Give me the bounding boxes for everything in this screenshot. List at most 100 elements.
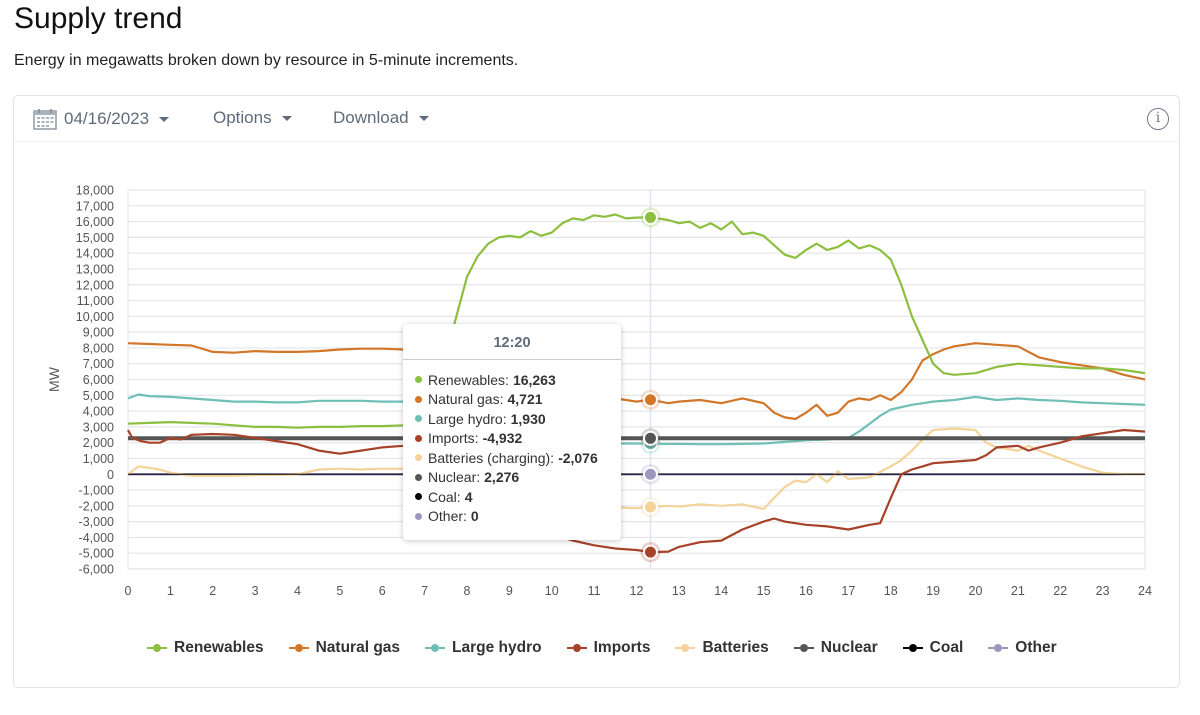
date-label: 04/16/2023 <box>64 109 150 128</box>
chart-legend: Renewables Natural gas Large hydro Imports B… <box>147 639 1082 657</box>
tooltip-value: 2,276 <box>484 469 520 485</box>
tooltip-value: 1,930 <box>510 410 546 427</box>
legend-item-natural-gas[interactable]: Natural gas <box>288 639 401 657</box>
legend-label: Natural gas <box>315 639 401 656</box>
hover-marker-natural-gas <box>642 392 658 408</box>
tooltip-label: Nuclear: <box>428 469 481 485</box>
x-tick-label: 22 <box>1053 584 1067 598</box>
legend-label: Nuclear <box>820 639 878 656</box>
calendar-icon <box>33 109 57 130</box>
tooltip-value: 16,263 <box>512 371 556 388</box>
x-tick-label: 19 <box>926 584 940 598</box>
legend-swatch-icon <box>988 643 1009 653</box>
x-tick-label: 9 <box>506 584 513 598</box>
y-tick-label: 10,000 <box>76 310 114 324</box>
x-tick-label: 16 <box>799 584 813 598</box>
tooltip-label: Batteries (charging): <box>428 449 555 466</box>
y-tick-label: 6,000 <box>83 373 114 387</box>
tooltip-label: Coal: <box>428 488 461 505</box>
y-tick-label: -3,000 <box>79 515 114 529</box>
x-tick-label: 14 <box>714 584 728 598</box>
tooltip-value: 4,721 <box>507 391 543 407</box>
y-tick-label: 17,000 <box>76 199 114 213</box>
tooltip-time: 12:20 <box>403 324 621 360</box>
y-tick-label: -1,000 <box>79 484 114 498</box>
x-tick-label: 24 <box>1138 584 1152 598</box>
page-title: Supply trend <box>14 2 183 35</box>
hover-marker-other <box>642 466 658 482</box>
y-tick-label: 15,000 <box>76 231 114 245</box>
bullet-icon <box>415 395 422 403</box>
legend-item-large-hydro[interactable]: Large hydro <box>425 639 542 657</box>
y-tick-label: 0 <box>107 468 114 482</box>
y-tick-label: 5,000 <box>83 389 114 403</box>
legend-swatch-icon <box>147 643 167 653</box>
options-label: Options <box>213 108 272 127</box>
hover-marker-batteries <box>642 499 658 515</box>
legend-label: Coal <box>929 639 964 656</box>
legend-swatch-icon <box>566 643 587 653</box>
info-icon[interactable]: i <box>1147 108 1169 130</box>
series-line-natural-gas <box>127 342 1146 421</box>
card-toolbar: 04/16/2023 Options Download i <box>14 96 1179 142</box>
x-tick-label: 6 <box>379 584 386 598</box>
legend-swatch-icon <box>675 643 696 653</box>
x-tick-label: 12 <box>630 584 644 598</box>
legend-item-batteries[interactable]: Batteries <box>675 639 769 657</box>
legend-item-imports[interactable]: Imports <box>566 639 651 657</box>
legend-label: Imports <box>593 639 651 656</box>
caret-down-icon <box>281 115 292 121</box>
x-tick-label: 7 <box>421 584 428 598</box>
series-lines <box>127 213 1146 554</box>
hover-markers <box>640 207 661 563</box>
x-tick-label: 20 <box>969 584 983 598</box>
legend-item-other[interactable]: Other <box>988 639 1057 657</box>
x-tick-label: 13 <box>672 584 686 598</box>
download-dropdown[interactable]: Download <box>333 108 429 128</box>
legend-item-coal[interactable]: Coal <box>902 639 964 657</box>
legend-item-renewables[interactable]: Renewables <box>147 639 264 657</box>
y-tick-label: -6,000 <box>79 563 114 577</box>
bullet-icon <box>415 415 422 422</box>
tooltip-row: Other: 0 <box>415 507 479 526</box>
tooltip-label: Renewables: <box>428 371 509 388</box>
x-tick-label: 8 <box>464 584 471 598</box>
x-tick-label: 21 <box>1011 584 1025 598</box>
y-axis-title: MW <box>46 366 62 392</box>
y-tick-label: 2,000 <box>83 436 114 450</box>
y-tick-label: 18,000 <box>76 184 114 198</box>
tooltip-row: Natural gas: 4,721 <box>415 390 543 409</box>
legend-label: Other <box>1015 639 1057 656</box>
hover-tooltip: 12:20 Renewables: 16,263 Natural gas: 4,721… <box>403 324 621 540</box>
bullet-icon <box>415 376 422 383</box>
tooltip-label: Other: <box>428 508 467 524</box>
hover-marker-nuclear <box>642 430 658 446</box>
legend-item-nuclear[interactable]: Nuclear <box>793 639 878 657</box>
y-tick-label: 7,000 <box>83 357 114 371</box>
tooltip-row: Large hydro: 1,930 <box>415 409 546 428</box>
tooltip-label: Natural gas: <box>428 391 504 407</box>
tooltip-value: 0 <box>470 508 479 524</box>
legend-swatch-icon <box>425 643 446 653</box>
date-picker-button[interactable]: 04/16/2023 <box>33 108 170 130</box>
options-dropdown[interactable]: Options <box>213 108 292 128</box>
x-tick-label: 11 <box>588 584 601 598</box>
legend-swatch-icon <box>902 643 923 653</box>
series-line-imports <box>127 428 1146 554</box>
y-tick-label: 1,000 <box>83 452 114 466</box>
y-tick-label: -4,000 <box>79 531 114 545</box>
hover-marker-imports <box>642 544 658 560</box>
caret-down-icon <box>159 116 170 122</box>
y-tick-label: 11,000 <box>77 294 114 308</box>
legend-swatch-icon <box>288 643 309 653</box>
tooltip-label: Large hydro: <box>428 410 507 427</box>
y-tick-label: 13,000 <box>76 262 114 276</box>
x-tick-label: 4 <box>294 584 301 598</box>
tooltip-value: 4 <box>464 488 473 505</box>
x-tick-label: 1 <box>167 584 174 598</box>
tooltip-row: Imports: -4,932 <box>415 429 522 448</box>
x-tick-label: 5 <box>336 584 343 598</box>
tooltip-value: -4,932 <box>482 430 523 446</box>
